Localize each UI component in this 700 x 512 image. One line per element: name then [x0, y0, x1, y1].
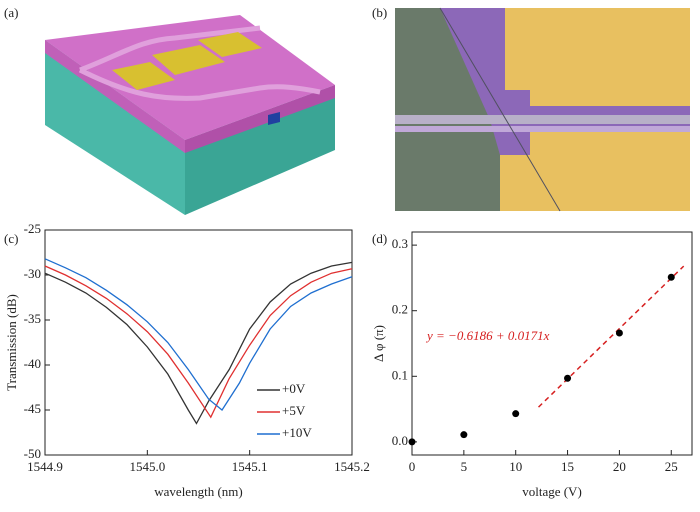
data-point — [564, 374, 572, 382]
x-tick-label: 1545.1 — [232, 459, 268, 474]
y-tick-label: -45 — [24, 401, 41, 416]
y-tick-label: -35 — [24, 311, 41, 326]
legend-label: +10V — [282, 425, 312, 440]
panel-label: (d) — [372, 231, 387, 246]
micrograph — [395, 7, 690, 212]
fit-equation: y = −0.6186 + 0.0171x — [425, 328, 550, 343]
y-tick-label: -50 — [24, 446, 41, 461]
series-line — [44, 265, 353, 419]
y-axis-title: Transmission (dB) — [4, 294, 19, 391]
x-tick-label: 0 — [409, 459, 416, 474]
y-tick-label: 0.3 — [392, 236, 408, 251]
plot-frame — [411, 231, 693, 456]
x-tick-label: 1545.2 — [334, 459, 370, 474]
y-tick-label: -25 — [24, 221, 41, 236]
data-point — [460, 431, 468, 439]
x-axis-title: wavelength (nm) — [154, 484, 242, 499]
series-line — [44, 258, 353, 411]
data-point — [408, 438, 416, 446]
y-tick-label: 0.1 — [392, 367, 408, 382]
panel-label: (c) — [4, 231, 18, 246]
x-axis-title: voltage (V) — [522, 484, 582, 499]
fit-line — [537, 265, 685, 408]
x-tick-label: 20 — [613, 459, 626, 474]
device-schematic — [45, 15, 335, 215]
legend-label: +0V — [282, 381, 306, 396]
x-tick-label: 15 — [561, 459, 574, 474]
x-tick-label: 1544.9 — [27, 459, 63, 474]
panel-label: (a) — [4, 5, 18, 20]
panel-label: (b) — [372, 5, 387, 20]
y-tick-label: -30 — [24, 266, 41, 281]
data-point — [667, 273, 675, 281]
x-tick-label: 10 — [509, 459, 522, 474]
y-tick-label: 0.2 — [392, 302, 408, 317]
data-point — [615, 329, 623, 337]
x-tick-label: 5 — [461, 459, 468, 474]
plot-frame — [44, 229, 353, 456]
y-axis-title: Δ φ (π) — [371, 325, 386, 362]
y-tick-label: -40 — [24, 356, 41, 371]
x-tick-label: 1545.0 — [129, 459, 165, 474]
x-tick-label: 25 — [665, 459, 678, 474]
series-line — [44, 261, 353, 425]
legend-label: +5V — [282, 403, 306, 418]
data-point — [512, 410, 520, 418]
y-tick-label: 0.0 — [392, 433, 408, 448]
